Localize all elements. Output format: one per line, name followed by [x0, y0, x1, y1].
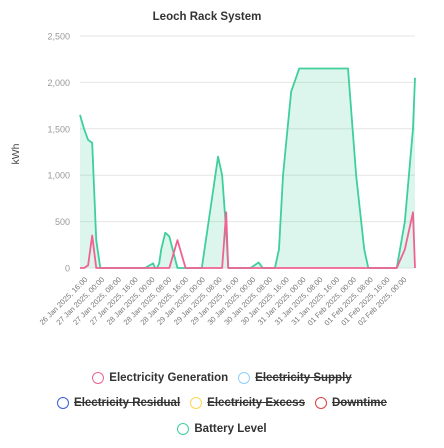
- legend-row-3: Battery Level: [0, 423, 444, 435]
- grid-lines: [80, 35, 415, 269]
- y-tick-label: 1,000: [47, 171, 70, 181]
- legend-item-electricity-excess[interactable]: Electricity Excess: [190, 397, 305, 409]
- legend-swatch: [238, 372, 251, 384]
- legend-label: Electricity Excess: [207, 397, 305, 409]
- y-axis-label: kWh: [10, 143, 22, 164]
- y-tick-labels: 0 500 1,000 1,500 2,000 2,500: [47, 32, 70, 274]
- legend-swatch: [92, 372, 105, 384]
- legend-item-battery-level[interactable]: Battery Level: [177, 423, 267, 435]
- y-tick-label: 0: [65, 264, 70, 274]
- legend-swatch: [177, 423, 190, 435]
- legend-item-electricity-residual[interactable]: Electricity Residual: [57, 397, 180, 409]
- series-layer: [79, 67, 416, 269]
- legend-label: Battery Level: [194, 423, 267, 435]
- legend-item-electricity-generation[interactable]: Electricity Generation: [92, 372, 228, 384]
- legend-swatch: [314, 397, 327, 409]
- legend-label: Electricity Residual: [74, 397, 181, 409]
- chart-title: Leoch Rack System: [153, 11, 262, 23]
- y-tick-label: 500: [55, 217, 70, 227]
- legend-label: Electricity Supply: [255, 372, 352, 384]
- legend-label: Electricity Generation: [109, 372, 229, 384]
- y-tick-label: 1,500: [47, 124, 70, 134]
- legend-row-1: Electricity Generation Electricity Suppl…: [0, 372, 444, 384]
- y-tick-label: 2,000: [47, 78, 70, 88]
- legend-swatch: [190, 397, 203, 409]
- series-line-battery-level: [79, 67, 416, 269]
- series-line-electricity-generation: [80, 211, 416, 269]
- legend-item-electricity-supply[interactable]: Electricity Supply: [238, 372, 352, 384]
- legend-label: Downtime: [331, 397, 387, 409]
- y-tick-label: 2,500: [47, 32, 70, 42]
- legend-item-downtime[interactable]: Downtime: [314, 397, 387, 409]
- series-area-battery-level: [80, 68, 415, 268]
- legend-swatch: [57, 397, 70, 409]
- legend-row-2: Electricity Residual Electricity Excess …: [0, 397, 444, 409]
